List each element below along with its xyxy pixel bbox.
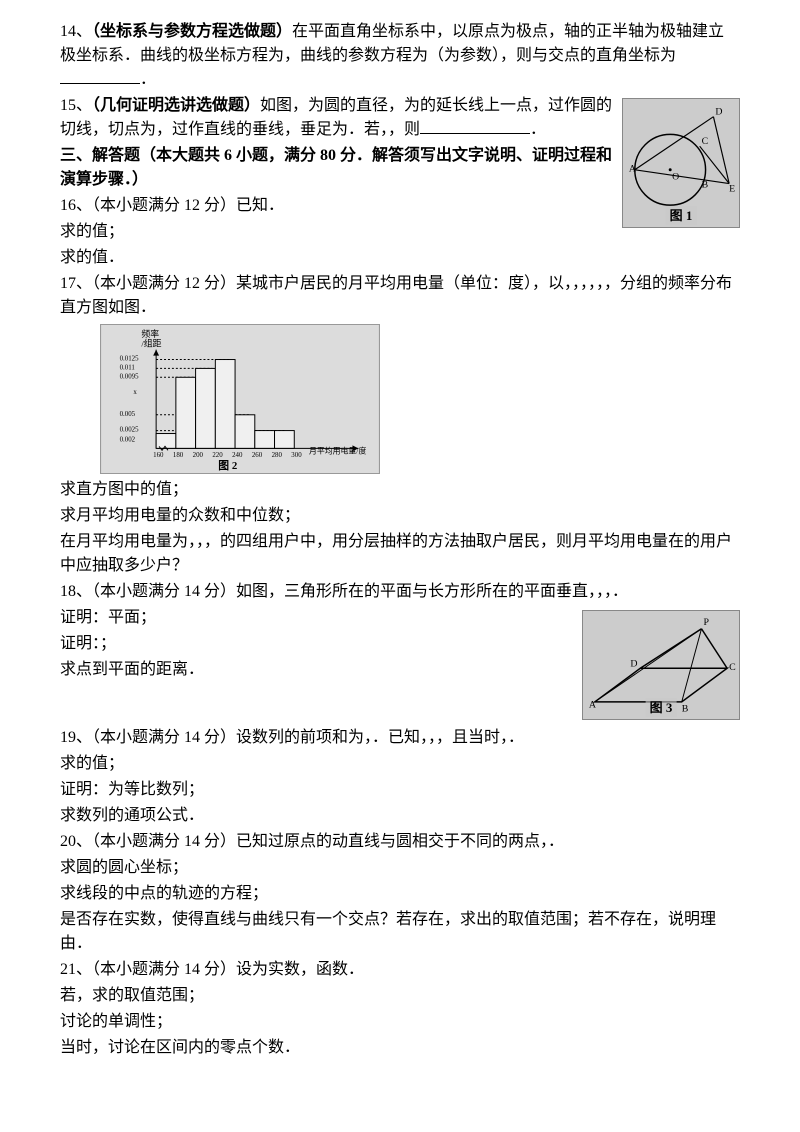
svg-text:200: 200 — [193, 452, 204, 459]
svg-text:180: 180 — [173, 452, 184, 459]
svg-text:C: C — [702, 136, 709, 147]
figure-2-histogram: 频率 /组距 0.0125 0.011 0.0095 x 0.005 0.002… — [100, 324, 380, 474]
q18-l1: 18、（本小题满分 14 分）如图，三角形所在的平面与长方形所在的平面垂直，，，… — [60, 580, 740, 604]
q15-prefix: 15、 — [60, 97, 92, 114]
svg-text:0.0025: 0.0025 — [120, 427, 140, 434]
q14-suffix: ． — [140, 71, 156, 88]
question-14: 14、（坐标系与参数方程选做题）在平面直角坐标系中，以原点为极点，轴的正半轴为极… — [60, 20, 740, 92]
svg-text:P: P — [703, 617, 709, 628]
svg-text:0.002: 0.002 — [120, 436, 136, 443]
q17-l1: 17、（本小题满分 12 分）某城市户居民的月平均用电量（单位：度），以，，，，… — [60, 272, 740, 320]
q15-bold: （几何证明选讲选做题） — [92, 97, 260, 114]
svg-text:图 2: 图 2 — [218, 459, 237, 472]
figure-1-caption: 图 1 — [666, 206, 697, 226]
svg-text:D: D — [715, 107, 722, 118]
svg-text:A: A — [589, 699, 597, 710]
figure-1: A B C D E O 图 1 — [622, 98, 740, 228]
q19-l1: 19、（本小题满分 14 分）设数列的前项和为，．已知，，，且当时，． — [60, 726, 740, 750]
svg-text:月平均用电量/度: 月平均用电量/度 — [309, 445, 366, 455]
svg-text:220: 220 — [212, 452, 223, 459]
q20-l1: 20、（本小题满分 14 分）已知过原点的动直线与圆相交于不同的两点，． — [60, 830, 740, 854]
svg-text:0.011: 0.011 — [120, 364, 136, 371]
svg-text:0.0095: 0.0095 — [120, 373, 140, 380]
svg-text:D: D — [630, 658, 637, 669]
q14-blank — [60, 68, 140, 84]
svg-text:B: B — [702, 180, 709, 191]
q19-l4: 求数列的通项公式． — [60, 804, 740, 828]
svg-text:C: C — [729, 662, 736, 673]
svg-text:260: 260 — [252, 452, 263, 459]
svg-text:/组距: /组距 — [141, 338, 161, 349]
svg-text:160: 160 — [153, 452, 164, 459]
q16-l3: 求的值． — [60, 246, 740, 270]
q20-l4: 是否存在实数，使得直线与曲线只有一个交点？若存在，求出的取值范围；若不存在，说明… — [60, 908, 740, 956]
q19-l3: 证明：为等比数列； — [60, 778, 740, 802]
svg-text:O: O — [672, 172, 679, 183]
svg-text:240: 240 — [232, 452, 243, 459]
q21-l4: 当时，讨论在区间内的零点个数． — [60, 1036, 740, 1060]
q20-l3: 求线段的中点的轨迹的方程； — [60, 882, 740, 906]
q14-bold: （坐标系与参数方程选做题） — [92, 23, 292, 40]
figure-3: A B C D P 图 3 — [582, 610, 740, 720]
q17-l4: 在月平均用电量为，，，的四组用户中，用分层抽样的方法抽取户居民，则月平均用电量在… — [60, 530, 740, 578]
svg-text:x: x — [133, 389, 137, 396]
q14-prefix: 14、 — [60, 23, 92, 40]
q15-suffix: ． — [530, 121, 546, 138]
svg-text:A: A — [629, 164, 637, 175]
histogram-icon: 频率 /组距 0.0125 0.011 0.0095 x 0.005 0.002… — [101, 325, 379, 473]
svg-text:0.005: 0.005 — [120, 411, 136, 418]
q21-l3: 讨论的单调性； — [60, 1010, 740, 1034]
figure-3-caption: 图 3 — [646, 698, 677, 718]
svg-text:300: 300 — [291, 452, 302, 459]
q17-l3: 求月平均用电量的众数和中位数； — [60, 504, 740, 528]
svg-text:280: 280 — [272, 452, 283, 459]
svg-text:0.0125: 0.0125 — [120, 356, 140, 363]
q20-l2: 求圆的圆心坐标； — [60, 856, 740, 880]
q15-blank — [420, 118, 530, 134]
q17-l2: 求直方图中的值； — [60, 478, 740, 502]
q21-l2: 若，求的取值范围； — [60, 984, 740, 1008]
svg-text:B: B — [682, 703, 689, 714]
svg-text:E: E — [729, 184, 735, 195]
svg-text:频率: 频率 — [141, 328, 159, 339]
q19-l2: 求的值； — [60, 752, 740, 776]
q21-l1: 21、（本小题满分 14 分）设为实数，函数． — [60, 958, 740, 982]
